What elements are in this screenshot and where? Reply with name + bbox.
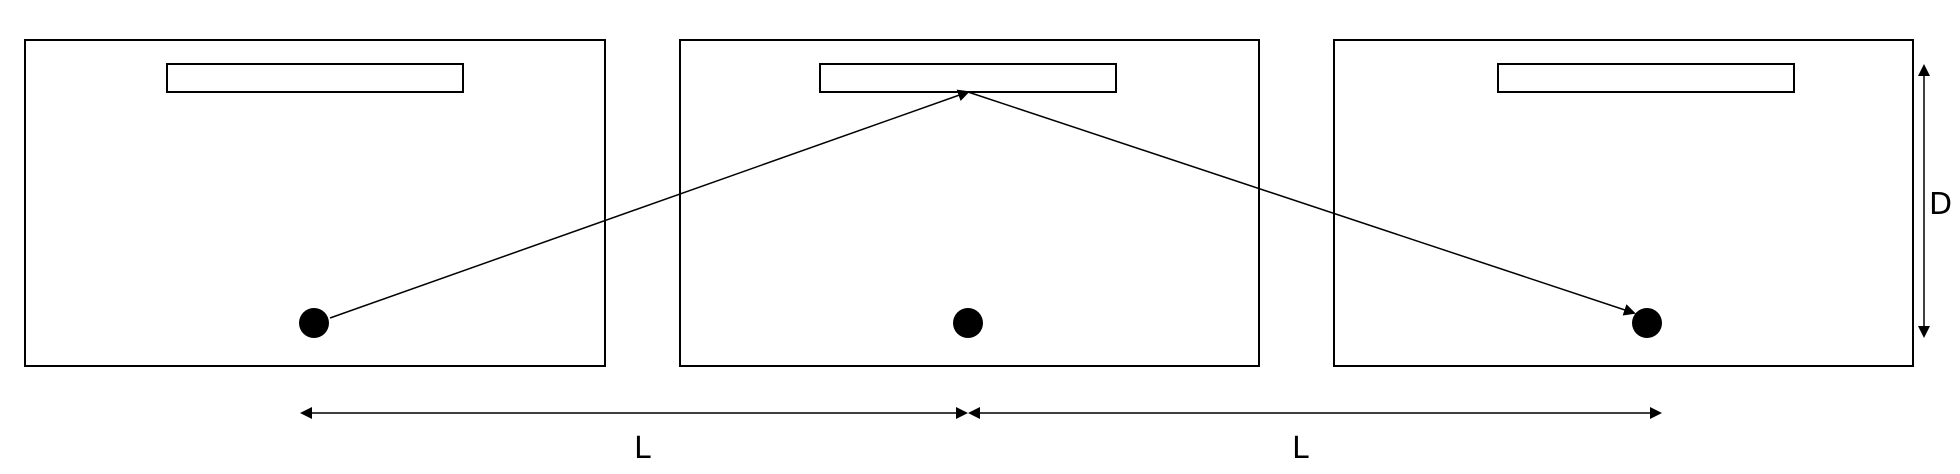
spacing-left-label: L [634, 431, 651, 466]
left-room-panel [24, 39, 606, 367]
right-room-receiver-dot [1632, 308, 1662, 338]
center-room-ceiling-bar [819, 63, 1117, 93]
left-room-source-dot [299, 308, 329, 338]
right-room-panel [1333, 39, 1914, 367]
reflected-ray-arrow [967, 91, 1636, 316]
depth-label: D [1929, 187, 1952, 222]
center-room-outline [679, 39, 1260, 367]
right-room-ceiling-bar [1497, 63, 1795, 93]
incident-ray-arrow [329, 89, 970, 319]
spacing-right-label: L [1292, 431, 1309, 466]
center-room-source-dot [953, 308, 983, 338]
center-room-panel [679, 39, 1260, 367]
right-room-outline [1333, 39, 1914, 367]
left-room-ceiling-bar [166, 63, 464, 93]
left-room-outline [24, 39, 606, 367]
